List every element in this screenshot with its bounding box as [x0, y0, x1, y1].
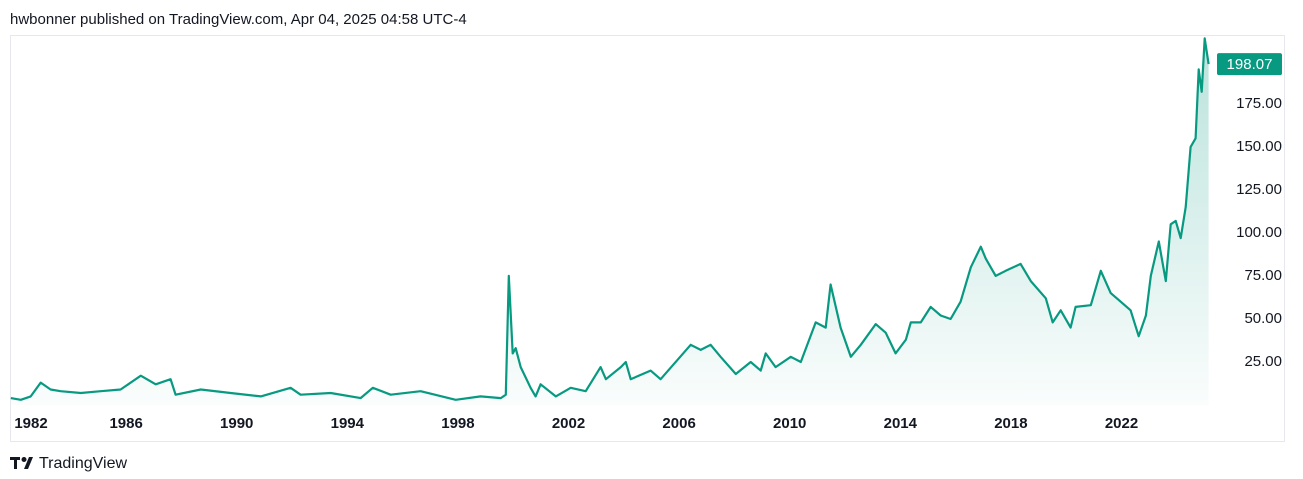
x-tick-label: 2018 [994, 415, 1027, 432]
y-tick-label: 175.00 [1236, 95, 1282, 112]
x-tick-label: 1998 [441, 415, 474, 432]
x-tick-label: 2010 [773, 415, 806, 432]
y-tick-label: 50.00 [1244, 310, 1282, 327]
x-tick-label: 2022 [1105, 415, 1138, 432]
area-fill [10, 38, 1209, 406]
header: hwbonner published on TradingView.com, A… [10, 11, 467, 28]
x-tick-label: 1982 [14, 415, 47, 432]
last-price-label: 198.07 [1227, 56, 1273, 73]
frame [10, 35, 1285, 442]
logo-icon [10, 457, 33, 469]
x-tick-label: 2014 [884, 415, 918, 432]
y-tick-label: 100.00 [1236, 224, 1282, 241]
x-tick-label: 2002 [552, 415, 585, 432]
price-line [10, 37, 1210, 401]
y-tick-label: 150.00 [1236, 138, 1282, 155]
x-tick-label: 1994 [331, 415, 365, 432]
logo-text: TradingView [39, 455, 127, 472]
y-tick-label: 25.00 [1244, 353, 1282, 370]
x-tick-label: 1990 [220, 415, 253, 432]
last-price-badge [1217, 53, 1282, 76]
x-tick-label: 1986 [109, 415, 142, 432]
x-tick-label: 2006 [662, 415, 695, 432]
y-tick-label: 75.00 [1244, 267, 1282, 284]
y-tick-label: 125.00 [1236, 181, 1282, 198]
